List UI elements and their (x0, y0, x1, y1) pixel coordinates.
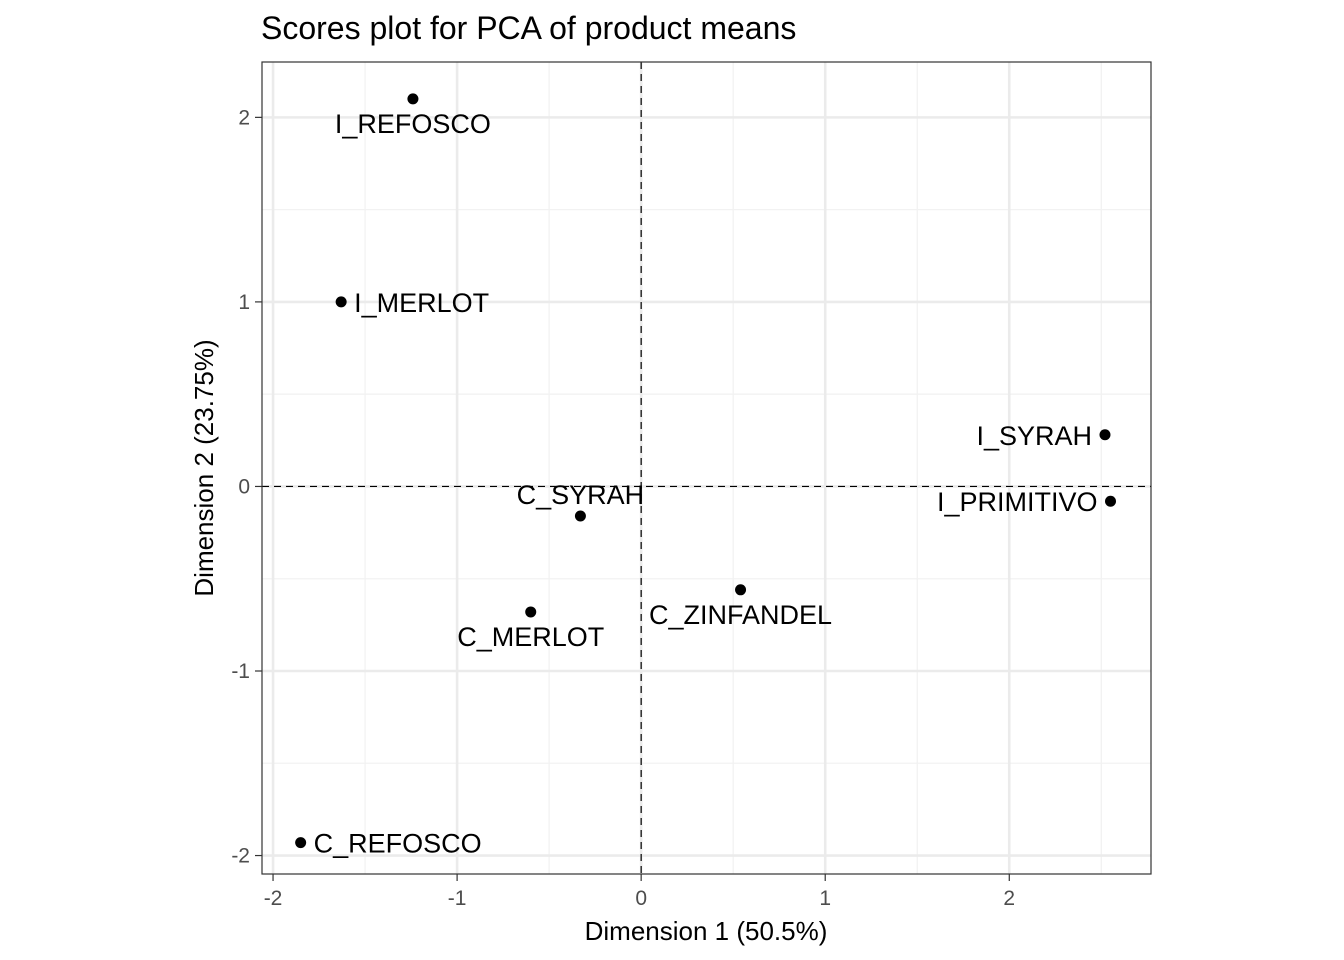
y-tick-label: 2 (238, 106, 250, 129)
y-tick-label: 0 (238, 475, 250, 498)
point-label: C_MERLOT (457, 622, 604, 652)
point-label: C_REFOSCO (314, 829, 482, 859)
point-label: C_ZINFANDEL (649, 600, 832, 630)
data-point (407, 93, 419, 105)
data-point (574, 510, 586, 522)
x-axis: -2 -1 0 1 2 (264, 874, 1015, 910)
x-tick-label: 1 (819, 887, 831, 910)
plot-panel: I_REFOSCO I_MERLOT I_SYRAH I_PRIMITIVO C_SYR… (261, 61, 1152, 875)
y-axis: -2 -1 0 1 2 (231, 106, 262, 868)
y-tick-label: 1 (238, 291, 250, 314)
point-labels: I_REFOSCO I_MERLOT I_SYRAH I_PRIMITIVO C_SYR… (314, 109, 1098, 859)
data-point (1099, 429, 1111, 441)
data-point (525, 606, 537, 618)
y-tick-label: -2 (231, 845, 250, 868)
point-label: C_SYRAH (517, 480, 645, 510)
data-point (295, 837, 307, 849)
x-axis-title: Dimension 1 (50.5%) (585, 916, 828, 946)
reference-lines (262, 62, 1151, 874)
point-label: I_SYRAH (976, 421, 1092, 451)
chart-title: Scores plot for PCA of product means (261, 10, 796, 46)
y-axis-title: Dimension 2 (23.75%) (189, 339, 219, 596)
panel-border (261, 61, 1152, 875)
data-point (335, 296, 347, 308)
x-tick-label: 2 (1003, 887, 1015, 910)
x-tick-label: 0 (635, 887, 647, 910)
point-label: I_REFOSCO (335, 109, 491, 139)
minor-gridlines (262, 62, 1151, 874)
point-label: I_MERLOT (354, 288, 489, 318)
x-tick-label: -2 (264, 887, 283, 910)
data-points (295, 93, 1117, 849)
panel-background (262, 62, 1151, 874)
x-tick-label: -1 (448, 887, 467, 910)
data-point (735, 584, 747, 596)
point-label: I_PRIMITIVO (937, 487, 1098, 517)
data-point (1105, 495, 1117, 507)
y-tick-label: -1 (231, 660, 250, 683)
